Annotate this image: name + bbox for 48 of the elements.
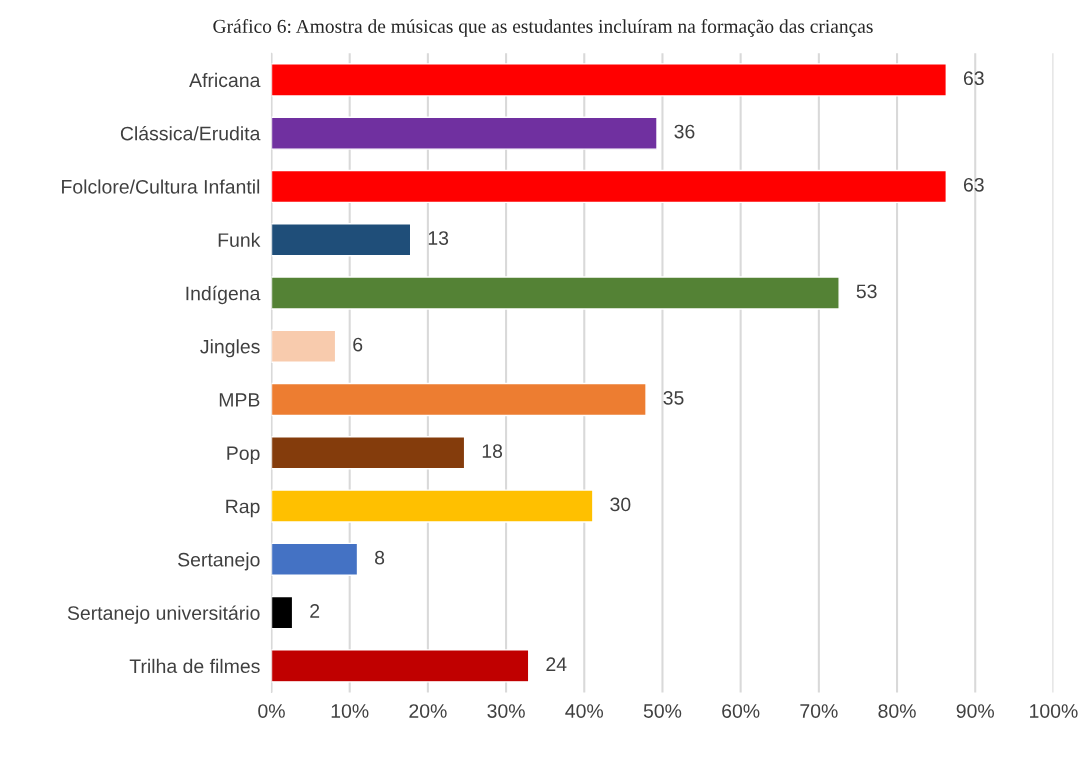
x-tick-label: 10% <box>331 704 369 718</box>
y-tick-label: MPB <box>219 393 260 407</box>
annotation: 36 <box>674 124 695 139</box>
annotation: 6 <box>353 337 363 352</box>
y-tick-label: Funk <box>218 232 261 247</box>
bar <box>271 169 947 204</box>
y-tick-label: Trilha de filmes <box>129 658 260 674</box>
y-tick-label: Rap <box>226 499 260 518</box>
x-tick-label: 50% <box>643 704 682 718</box>
x-tick-label: 60% <box>722 704 760 718</box>
y-tick-label: Sertanejo universitário <box>67 605 260 624</box>
bar <box>271 276 840 310</box>
bar <box>271 436 466 470</box>
bar <box>271 116 658 150</box>
y-tick-label: Jingles <box>200 339 260 358</box>
bar <box>271 382 647 417</box>
y-tick-label: Folclore/Cultura Infantil <box>62 179 260 194</box>
annotation: 24 <box>546 657 567 671</box>
annotation: 35 <box>663 390 684 405</box>
y-tick-label: Clássica/Erudita <box>120 125 261 141</box>
bar <box>271 649 530 683</box>
x-tick-label: 40% <box>565 704 604 718</box>
x-tick-label: 90% <box>956 704 994 718</box>
annotation: 63 <box>963 177 984 192</box>
annotation: 8 <box>375 550 385 565</box>
annotation: 30 <box>610 497 631 512</box>
bar <box>271 223 412 257</box>
y-tick-label: Indígena <box>186 285 261 305</box>
x-tick-label: 80% <box>878 704 916 718</box>
x-tick-label: 30% <box>487 704 525 718</box>
bar <box>271 489 594 523</box>
annotation: 63 <box>963 71 984 86</box>
bar <box>271 595 294 630</box>
annotation: 53 <box>856 284 877 299</box>
annotation: 13 <box>428 231 449 245</box>
x-tick-label: 0% <box>258 704 285 718</box>
x-tick-label: 100% <box>1030 704 1078 718</box>
bar <box>271 329 337 363</box>
annotation: 2 <box>310 604 320 618</box>
x-tick-label: 20% <box>409 704 447 718</box>
x-tick-label: 70% <box>800 704 838 718</box>
y-tick-label: Africana <box>189 72 261 88</box>
annotation: 18 <box>482 444 503 459</box>
bar <box>271 63 947 97</box>
y-tick-label: Pop <box>227 446 260 464</box>
y-tick-label: Sertanejo <box>178 552 260 571</box>
chart-title: Gráfico 6: Amostra de músicas que as estudantes incluíram na formação das crianças <box>213 19 873 37</box>
bar <box>271 542 359 577</box>
